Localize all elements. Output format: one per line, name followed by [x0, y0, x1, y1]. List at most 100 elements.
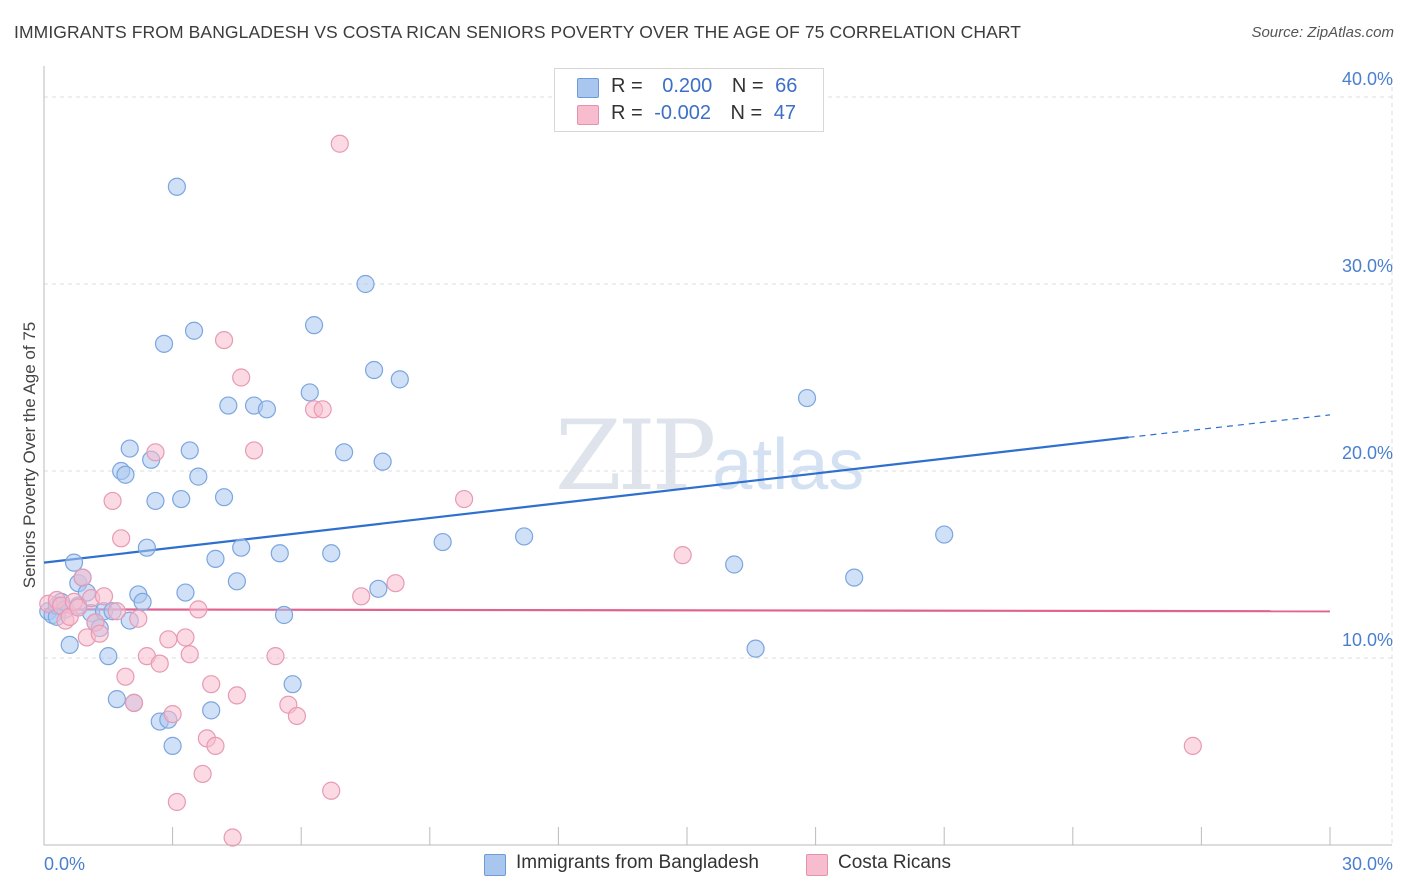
bangladesh-point: [60, 635, 79, 655]
bangladesh-point: [515, 527, 534, 546]
costa-rican-point: [159, 630, 178, 649]
costa-rican-point: [223, 828, 242, 847]
costa-rican-point: [146, 443, 165, 462]
costa-rican-point: [330, 134, 349, 153]
bangladesh-point: [219, 396, 238, 415]
bangladesh-point: [206, 549, 225, 568]
legend-swatch-bangladesh: [577, 78, 599, 98]
costa-rican-point: [386, 574, 405, 593]
x-tick-label: 30.0%: [1342, 854, 1393, 874]
legend-r-label: R =: [611, 75, 643, 97]
bottom-legend-swatch-bangladesh: [484, 854, 506, 876]
y-tick-label: 40.0%: [1342, 69, 1393, 89]
legend-swatch-costa-rican: [577, 105, 599, 125]
costa-rican-point: [129, 609, 148, 628]
bottom-legend-label: Costa Ricans: [838, 852, 951, 873]
bangladesh-point: [364, 360, 384, 380]
costa-rican-point: [69, 598, 88, 617]
legend-n-value: 47: [773, 102, 797, 124]
costa-rican-point: [112, 529, 131, 548]
chart-title: IMMIGRANTS FROM BANGLADESH VS COSTA RICA…: [14, 22, 1022, 42]
costa-rican-trend-line: [43, 608, 1331, 613]
legend-r-label: R =: [611, 102, 643, 124]
watermark-atlas: atlas: [712, 425, 865, 505]
legend-r-value: 0.200: [662, 75, 713, 97]
bangladesh-point: [373, 452, 392, 471]
tick-labels: 10.0% 20.0% 30.0% 40.0% 0.0% 30.0%: [44, 69, 1393, 874]
costa-rican-point: [180, 645, 199, 664]
bangladesh-point: [189, 467, 208, 486]
bangladesh-point: [322, 544, 341, 563]
bangladesh-point: [300, 383, 319, 402]
bangladesh-point: [120, 439, 139, 458]
grid: [44, 79, 1393, 845]
bangladesh-point: [167, 177, 186, 196]
bangladesh-point: [390, 370, 409, 389]
trend-lines: [43, 414, 1331, 613]
bangladesh-point: [270, 544, 289, 563]
bangladesh-point: [369, 579, 388, 598]
costa-rican-point: [94, 587, 114, 606]
costa-rican-point: [73, 568, 92, 587]
x-tick-label: 0.0%: [44, 854, 85, 874]
costa-rican-point: [116, 667, 135, 686]
bangladesh-point: [227, 572, 246, 591]
costa-rican-point: [232, 368, 251, 387]
legend-n-label: N =: [731, 75, 764, 97]
chart-source: Source: ZipAtlas.com: [1251, 24, 1394, 41]
costa-rican-point: [244, 441, 264, 460]
axes: [43, 66, 1392, 846]
bangladesh-point: [334, 443, 354, 462]
bangladesh-point: [356, 274, 375, 294]
bangladesh-trend-extension: [1128, 414, 1331, 438]
bangladesh-point: [232, 538, 251, 557]
bangladesh-point: [304, 316, 324, 335]
bangladesh-point: [180, 441, 199, 460]
legend-n-value: 66: [775, 75, 798, 97]
bangladesh-point: [133, 592, 152, 612]
bangladesh-point: [107, 690, 126, 709]
bangladesh-point: [146, 491, 165, 511]
costa-rican-point: [322, 781, 341, 800]
bangladesh-point: [116, 465, 135, 484]
bangladesh-point: [99, 647, 118, 666]
bangladesh-point: [184, 321, 204, 340]
bangladesh-point: [935, 525, 954, 544]
data-points: [39, 134, 1202, 847]
bangladesh-point: [845, 568, 864, 587]
costa-rican-point: [214, 331, 234, 350]
bangladesh-point: [137, 538, 156, 557]
costa-rican-point: [90, 624, 109, 643]
bottom-legend-swatch-costa-rican: [806, 854, 828, 876]
bangladesh-point: [433, 532, 452, 552]
bangladesh-point: [64, 553, 84, 572]
bangladesh-trend-line: [43, 436, 1129, 564]
costa-rican-point: [266, 647, 285, 666]
correlation-legend: R = 0.200 N = 66 R = -0.002 N = 47: [554, 68, 824, 132]
costa-rican-point: [167, 792, 186, 812]
bangladesh-point: [202, 701, 221, 720]
costa-rican-point: [202, 675, 221, 694]
bangladesh-point: [746, 639, 765, 658]
costa-rican-point: [124, 693, 144, 712]
costa-rican-point: [163, 704, 182, 724]
bangladesh-point: [257, 400, 277, 419]
y-tick-label: 30.0%: [1342, 256, 1393, 276]
y-tick-label: 20.0%: [1342, 443, 1393, 463]
bangladesh-point: [154, 334, 174, 353]
bangladesh-point: [283, 675, 302, 694]
bangladesh-point: [797, 388, 817, 408]
bangladesh-point: [163, 736, 182, 755]
costa-rican-point: [227, 686, 246, 705]
bangladesh-point: [214, 488, 234, 507]
bangladesh-point: [274, 605, 294, 625]
bottom-legend-label: Immigrants from Bangladesh: [516, 852, 759, 873]
costa-rican-point: [176, 628, 195, 647]
costa-rican-point: [673, 546, 692, 565]
costa-rican-point: [189, 600, 208, 619]
costa-rican-point: [193, 764, 212, 784]
bangladesh-point: [172, 489, 191, 509]
costa-rican-point: [287, 706, 307, 726]
costa-rican-point: [313, 400, 332, 419]
